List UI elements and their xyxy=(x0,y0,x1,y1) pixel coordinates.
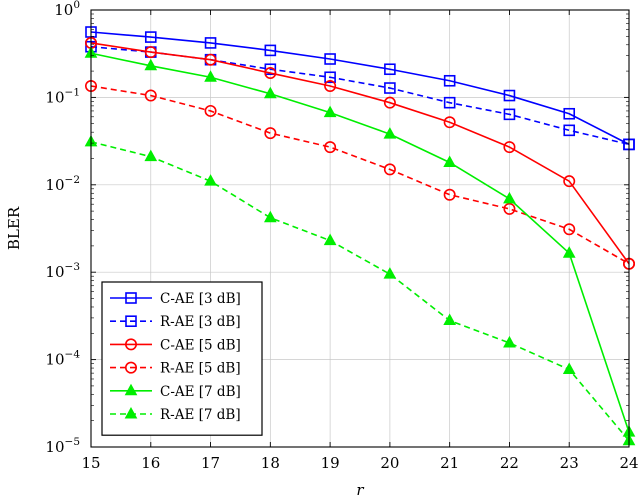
x-tick-label: 20 xyxy=(380,454,399,472)
data-point xyxy=(204,53,217,66)
data-point xyxy=(263,210,277,223)
data-point xyxy=(144,149,158,162)
x-tick-label: 17 xyxy=(201,454,220,472)
legend-label: C-AE [5 dB] xyxy=(160,337,241,353)
data-point xyxy=(384,63,396,76)
series-line xyxy=(90,45,630,146)
data-point xyxy=(264,63,277,76)
y-tick-label: 10−4 xyxy=(45,349,80,369)
plot-area-frame xyxy=(90,9,630,448)
data-point xyxy=(383,163,396,176)
data-point xyxy=(383,127,397,139)
y-tick-label: 10−5 xyxy=(45,436,80,456)
data-point xyxy=(503,89,516,102)
legend-swatch-marker xyxy=(124,383,138,396)
y-tick-label: 10−1 xyxy=(45,86,80,106)
data-point xyxy=(323,233,337,246)
series-line xyxy=(90,52,630,433)
y-tick-label: 10−3 xyxy=(45,261,80,281)
data-point xyxy=(443,155,457,167)
data-point xyxy=(563,223,576,236)
legend-label: R-AE [7 dB] xyxy=(160,407,241,423)
legend-swatch-marker xyxy=(125,338,138,351)
data-point xyxy=(264,67,277,80)
x-tick-label: 21 xyxy=(440,454,459,472)
data-point xyxy=(144,31,157,43)
x-tick-label: 22 xyxy=(500,454,519,472)
data-point xyxy=(503,191,516,204)
data-point xyxy=(563,124,576,137)
series-line xyxy=(90,141,630,442)
data-point xyxy=(204,70,217,82)
legend-label: R-AE [5 dB] xyxy=(160,361,241,377)
y-axis-title: BLER xyxy=(5,206,23,250)
x-tick-label: 24 xyxy=(619,454,638,472)
data-point xyxy=(323,105,337,118)
legend: C-AE [3 dB] R-AE [3 dB] C-AE [5 dB] R-AE [5… xyxy=(101,281,263,436)
data-point xyxy=(562,362,576,375)
data-point xyxy=(144,58,158,71)
y-tick-label: 10−2 xyxy=(45,174,80,194)
data-point xyxy=(503,141,516,154)
data-point xyxy=(562,246,576,258)
series-3 xyxy=(85,36,635,270)
data-point xyxy=(324,80,337,93)
data-point xyxy=(443,313,457,326)
legend-label: C-AE [3 dB] xyxy=(160,291,241,307)
data-point xyxy=(144,46,157,59)
legend-box xyxy=(101,281,263,436)
x-axis-title: r xyxy=(356,481,364,497)
data-point xyxy=(503,202,516,215)
data-point xyxy=(204,37,217,49)
data-point xyxy=(204,174,217,186)
data-point xyxy=(383,96,396,109)
x-tick-label: 18 xyxy=(261,454,280,472)
legend-label: C-AE [7 dB] xyxy=(160,384,241,400)
data-point xyxy=(443,116,456,129)
series-line xyxy=(90,85,630,265)
x-tick-label: 23 xyxy=(560,454,579,472)
data-point xyxy=(383,267,397,279)
series-2 xyxy=(85,40,635,151)
data-point xyxy=(443,96,456,109)
data-point xyxy=(324,141,337,154)
data-point xyxy=(563,107,576,120)
legend-swatch-marker xyxy=(124,406,138,419)
data-point xyxy=(324,71,336,84)
data-point xyxy=(503,108,516,121)
x-tick-label: 15 xyxy=(81,454,100,472)
data-point xyxy=(443,188,456,201)
series-line xyxy=(90,31,630,146)
x-tick-label: 19 xyxy=(321,454,340,472)
legend-swatch-marker xyxy=(125,361,138,374)
data-point xyxy=(264,127,277,140)
legend-label: R-AE [3 dB] xyxy=(160,314,241,330)
data-point xyxy=(563,175,576,188)
legend-swatch-marker xyxy=(125,315,137,328)
series-line xyxy=(90,42,630,265)
data-point xyxy=(144,89,157,102)
data-point xyxy=(384,82,396,94)
data-point xyxy=(503,335,516,348)
data-point xyxy=(443,74,456,87)
data-point xyxy=(264,44,277,57)
series-layer xyxy=(84,26,636,446)
data-point xyxy=(204,104,217,117)
series-1 xyxy=(85,26,635,151)
axis-ticks: 15 16 17 18 19 20 21 22 23 24 10−5 10−4 10−3 10−2 10−1… xyxy=(45,0,638,472)
x-tick-label: 16 xyxy=(141,454,160,472)
data-point xyxy=(263,86,277,99)
legend-swatch-marker xyxy=(125,292,137,304)
y-tick-label: 100 xyxy=(54,0,80,19)
data-point xyxy=(324,53,336,65)
